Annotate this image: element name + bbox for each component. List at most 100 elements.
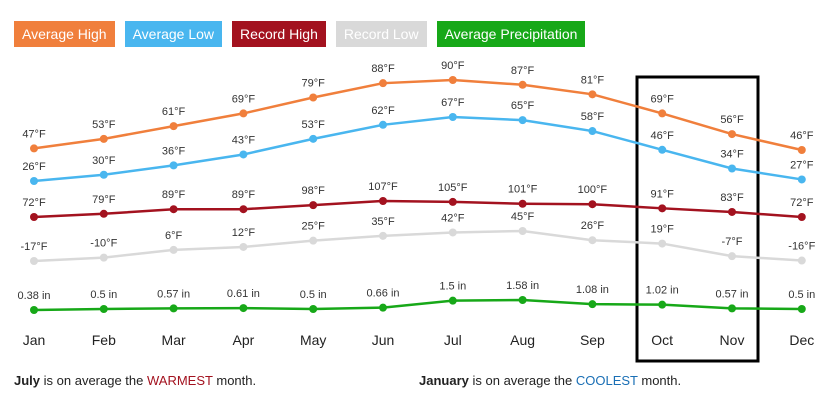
x-tick-label: Dec [789,332,814,348]
data-label: 1.58 in [506,280,539,292]
series-line [33,115,802,183]
data-label: 30°F [92,155,116,167]
x-tick-label: Oct [651,332,673,348]
data-point [309,93,318,102]
data-point [448,228,457,237]
data-label: 53°F [302,119,326,131]
data-point [518,199,527,208]
data-label: 34°F [720,149,744,161]
legend-item[interactable]: Average Low [124,21,223,47]
data-label: 101°F [508,184,538,196]
data-point [448,296,457,305]
data-label: 42°F [441,212,465,224]
data-point [797,175,806,184]
data-label: 65°F [511,100,535,112]
legend-item[interactable]: Record High [232,21,326,47]
data-point [169,245,178,254]
data-label: 98°F [302,185,326,197]
data-label: 19°F [651,224,675,236]
data-label: 105°F [438,182,468,194]
data-point [379,79,387,88]
data-label: 25°F [302,221,326,233]
series-line [33,199,802,219]
x-tick-label: Sep [580,332,605,348]
data-label: 47°F [22,128,46,140]
data-label: 1.5 in [439,281,466,293]
data-label: -17°F [20,241,47,253]
data-point [797,305,806,313]
data-point [448,197,457,206]
note-highlight: WARMEST [147,373,213,388]
data-point [30,257,38,265]
data-label: 0.57 in [715,288,748,300]
data-point [30,306,38,314]
data-point [658,300,667,309]
x-tick-label: Jul [444,332,462,348]
data-label: 45°F [511,211,535,223]
data-point [728,207,736,216]
x-tick-label: Mar [162,332,186,348]
data-point [728,164,736,173]
note-text: is on average the [472,373,573,388]
data-point [518,116,527,125]
data-label: 61°F [162,106,186,118]
legend-item[interactable]: Average High [14,21,115,47]
data-point [99,209,108,218]
data-label: 89°F [232,189,256,201]
data-label: 90°F [441,60,465,72]
data-point [379,197,387,205]
data-point [448,113,457,121]
data-label: 6°F [165,230,183,242]
data-point [658,145,667,154]
data-point [169,205,178,214]
data-point [797,213,806,221]
data-label: 79°F [302,78,326,90]
x-tick-label: Aug [510,332,535,348]
data-point [728,304,736,313]
data-point [309,134,318,143]
data-point [239,109,248,118]
legend-item[interactable]: Record Low [335,21,427,47]
data-label: 58°F [581,111,605,123]
data-label: 91°F [651,188,675,200]
data-label: 1.02 in [646,285,679,297]
x-tick-label: May [300,332,326,348]
data-point [239,242,248,251]
data-point [658,204,667,213]
data-label: 26°F [581,220,605,232]
data-label: -16°F [788,241,815,253]
x-tick-label: Feb [92,332,116,348]
data-point [30,213,38,221]
data-point [728,252,736,261]
data-point [588,200,597,209]
note-highlight: COOLEST [575,373,638,388]
data-label: 0.5 in [90,289,117,301]
data-point [588,300,597,309]
note-end: month. [641,373,682,388]
legend-item[interactable]: Average Precipitation [436,21,586,47]
data-label: 0.61 in [227,288,260,300]
data-point [588,90,597,99]
data-label: 72°F [790,197,814,209]
data-point [99,305,108,313]
data-point [30,177,38,185]
data-label: 81°F [581,74,605,86]
data-point [658,109,667,118]
data-point [658,239,667,248]
data-label: 53°F [92,119,116,131]
series-line [33,298,802,312]
data-label: 69°F [232,93,256,105]
data-point [588,127,597,136]
data-point [518,296,527,304]
data-label: 26°F [22,161,46,173]
data-label: 27°F [790,159,814,171]
data-point [169,161,178,170]
data-point [99,253,108,262]
data-point [30,144,38,153]
legend: Average High Average Low Record High Record… [14,21,586,47]
note-bold: July [14,373,41,388]
x-tick-label: Apr [233,332,255,348]
series-line [33,78,803,152]
